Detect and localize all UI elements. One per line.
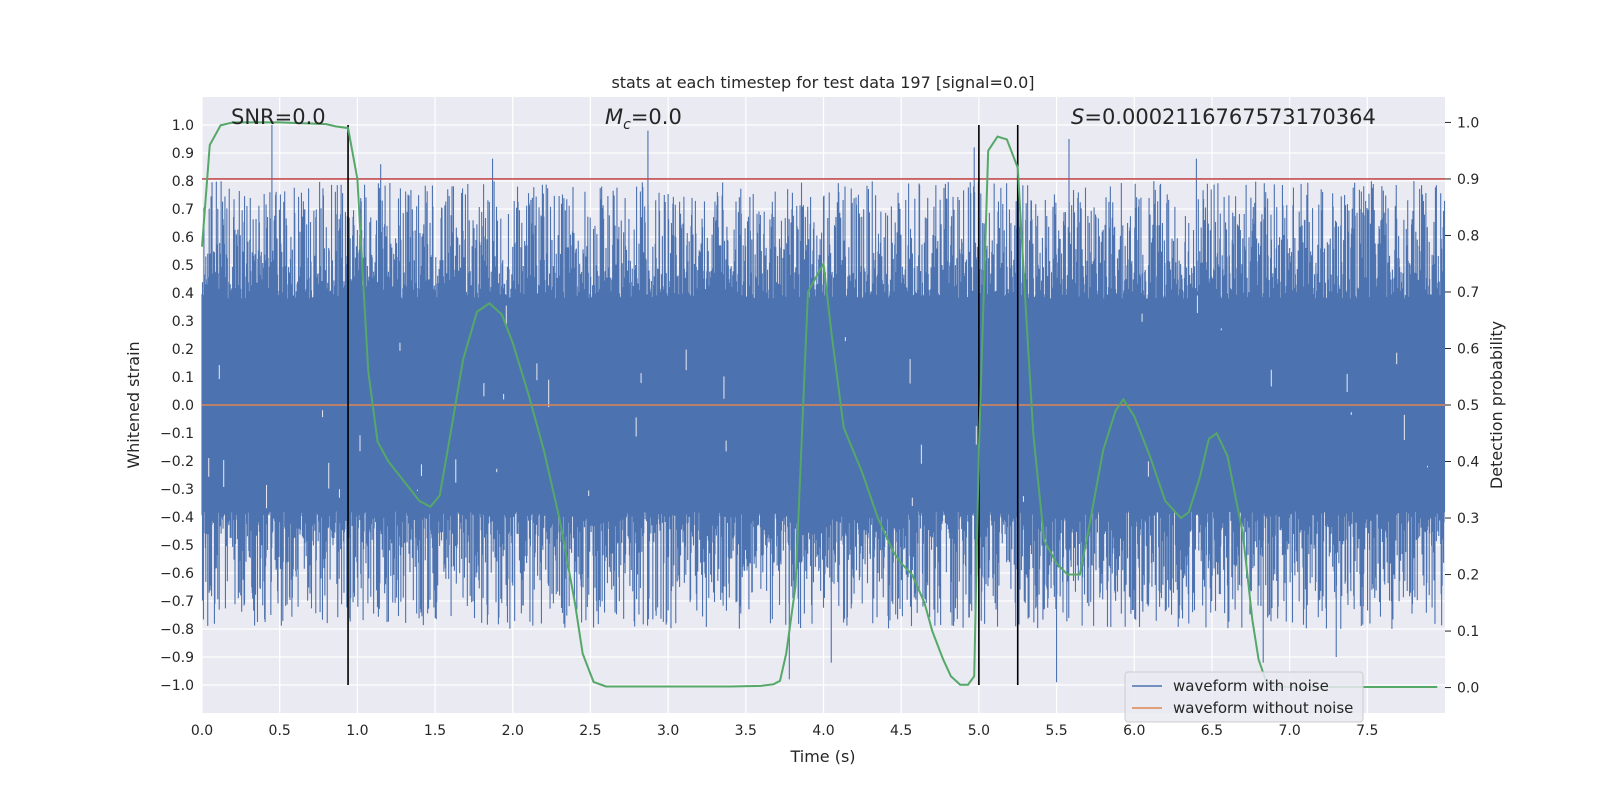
x-tick-label: 7.5: [1356, 723, 1378, 739]
y-tick-label-right: 0.1: [1457, 624, 1479, 640]
y-tick-label-left: 1.0: [172, 118, 194, 134]
y-tick-label-left: −0.2: [160, 454, 194, 470]
chart-title: stats at each timestep for test data 197…: [611, 73, 1034, 92]
y-axis-label-left: Whitened strain: [124, 341, 143, 468]
legend: waveform with noise waveform without noi…: [1124, 671, 1364, 723]
chirp-mass-annotation: Mc=0.0: [605, 105, 682, 133]
x-tick-label: 5.5: [1045, 723, 1067, 739]
y-tick-label-left: 0.7: [172, 202, 194, 218]
y-tick-label-left: 0.1: [172, 370, 194, 386]
x-tick-label: 2.5: [579, 723, 601, 739]
x-tick-label: 2.0: [502, 723, 524, 739]
x-axis-label: Time (s): [789, 747, 855, 766]
x-tick-label: 7.0: [1278, 723, 1300, 739]
y-tick-label-right: 1.0: [1457, 115, 1479, 131]
y-tick-label-left: 0.5: [172, 258, 194, 274]
y-tick-label-left: −0.6: [160, 566, 194, 582]
y-tick-label-right: 0.6: [1457, 341, 1479, 357]
y-tick-label-left: 0.9: [172, 146, 194, 162]
y-tick-label-right: 0.9: [1457, 172, 1479, 188]
y-tick-label-left: −0.5: [160, 538, 194, 554]
x-tick-label: 4.0: [812, 723, 834, 739]
y-tick-label-left: 0.2: [172, 342, 194, 358]
x-tick-label: 6.5: [1201, 723, 1223, 739]
y-tick-label-left: −0.1: [160, 426, 194, 442]
legend-label-clean: waveform without noise: [1173, 699, 1353, 717]
y-tick-label-right: 0.2: [1457, 568, 1479, 584]
y-tick-label-left: −1.0: [160, 678, 194, 694]
y-tick-label-right: 0.7: [1457, 285, 1479, 301]
x-tick-label: 3.5: [735, 723, 757, 739]
snr-annotation: SNR=0.0: [231, 105, 326, 129]
x-tick-label: 0.5: [269, 723, 291, 739]
y-tick-label-left: −0.8: [160, 622, 194, 638]
y-tick-label-left: −0.3: [160, 482, 194, 498]
y-tick-label-left: −0.9: [160, 650, 194, 666]
y-tick-label-left: −0.4: [160, 510, 194, 526]
y-tick-label-right: 0.8: [1457, 228, 1479, 244]
y-tick-label-left: 0.8: [172, 174, 194, 190]
y-tick-label-left: 0.0: [172, 398, 194, 414]
detection-probability-line: [201, 121, 1438, 688]
y-tick-label-left: 0.3: [172, 314, 194, 330]
s-annotation: S=0.0002116767573170364: [1071, 105, 1376, 129]
y-tick-label-left: 0.4: [172, 286, 194, 302]
x-tick-label: 3.0: [657, 723, 679, 739]
legend-label-noise: waveform with noise: [1173, 677, 1329, 695]
ticks: 0.0 0.5 1.0 1.5 2.0 2.5 3.0 3.5 4.0 4.5 5.0 5.5 6.0 6…: [160, 115, 1479, 739]
legend-box: [1124, 671, 1364, 723]
x-tick-label: 6.0: [1123, 723, 1145, 739]
y-tick-label-right: 0.3: [1457, 511, 1479, 527]
x-tick-label: 4.5: [890, 723, 912, 739]
x-tick-label: 0.0: [191, 723, 213, 739]
y-tick-label-right: 0.0: [1457, 681, 1479, 697]
y-axis-label-right: Detection probability: [1487, 321, 1506, 489]
y-tick-label-right: 0.4: [1457, 455, 1479, 471]
x-tick-label: 1.5: [424, 723, 446, 739]
y-tick-label-left: 0.6: [172, 230, 194, 246]
y-tick-label-left: −0.7: [160, 594, 194, 610]
x-tick-label: 1.0: [346, 723, 368, 739]
y-tick-label-right: 0.5: [1457, 398, 1479, 414]
overlay-lines: [201, 121, 1445, 688]
x-tick-label: 5.0: [968, 723, 990, 739]
